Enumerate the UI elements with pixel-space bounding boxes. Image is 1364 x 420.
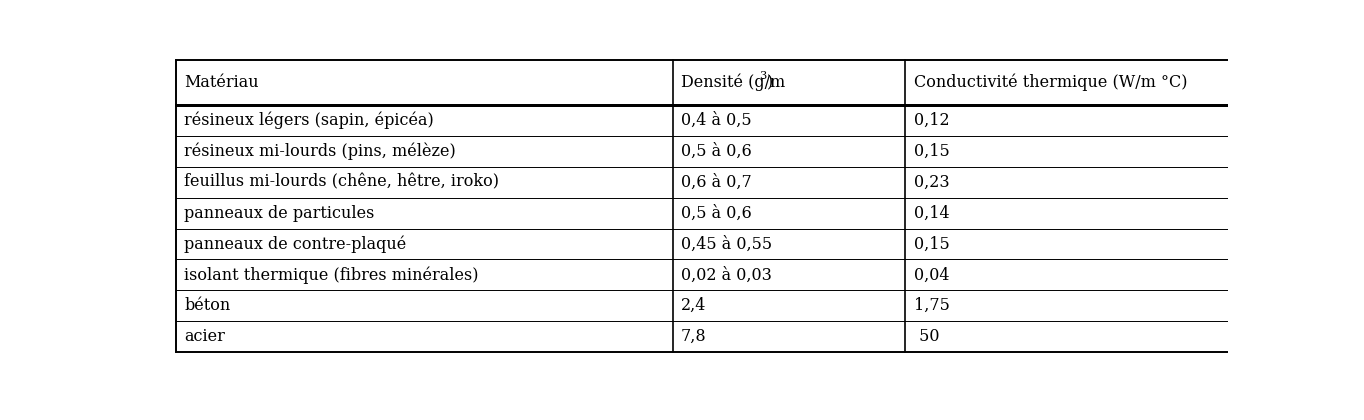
Text: 3: 3	[760, 71, 767, 81]
Text: 0,04: 0,04	[914, 266, 949, 284]
Text: 0,4 à 0,5: 0,4 à 0,5	[681, 112, 752, 129]
Text: 0,02 à 0,03: 0,02 à 0,03	[681, 266, 772, 284]
Text: 0,6 à 0,7: 0,6 à 0,7	[681, 173, 752, 191]
Text: panneaux de contre-plaqué: panneaux de contre-plaqué	[184, 235, 406, 253]
Text: 50: 50	[914, 328, 940, 345]
Text: 0,14: 0,14	[914, 205, 949, 222]
Text: béton: béton	[184, 297, 231, 314]
Text: panneaux de particules: panneaux de particules	[184, 205, 375, 222]
Text: Conductivité thermique (W/m °C): Conductivité thermique (W/m °C)	[914, 74, 1187, 91]
Text: 0,15: 0,15	[914, 236, 949, 252]
Text: acier: acier	[184, 328, 225, 345]
Text: 0,5 à 0,6: 0,5 à 0,6	[681, 205, 752, 222]
Text: 1,75: 1,75	[914, 297, 949, 314]
Text: 0,45 à 0,55: 0,45 à 0,55	[681, 236, 772, 252]
Text: 0,5 à 0,6: 0,5 à 0,6	[681, 143, 752, 160]
Text: résineux légers (sapin, épicéa): résineux légers (sapin, épicéa)	[184, 112, 434, 129]
Text: Matériau: Matériau	[184, 74, 259, 91]
Text: 0,23: 0,23	[914, 173, 949, 191]
Text: ): )	[767, 74, 773, 91]
Text: feuillus mi-lourds (chêne, hêtre, iroko): feuillus mi-lourds (chêne, hêtre, iroko)	[184, 173, 499, 191]
Text: Densité (g/m: Densité (g/m	[681, 74, 786, 91]
Text: 7,8: 7,8	[681, 328, 707, 345]
Text: 0,15: 0,15	[914, 143, 949, 160]
Text: isolant thermique (fibres minérales): isolant thermique (fibres minérales)	[184, 266, 479, 284]
Text: résineux mi-lourds (pins, mélèze): résineux mi-lourds (pins, mélèze)	[184, 142, 456, 160]
Text: 0,12: 0,12	[914, 112, 949, 129]
Text: 2,4: 2,4	[681, 297, 707, 314]
